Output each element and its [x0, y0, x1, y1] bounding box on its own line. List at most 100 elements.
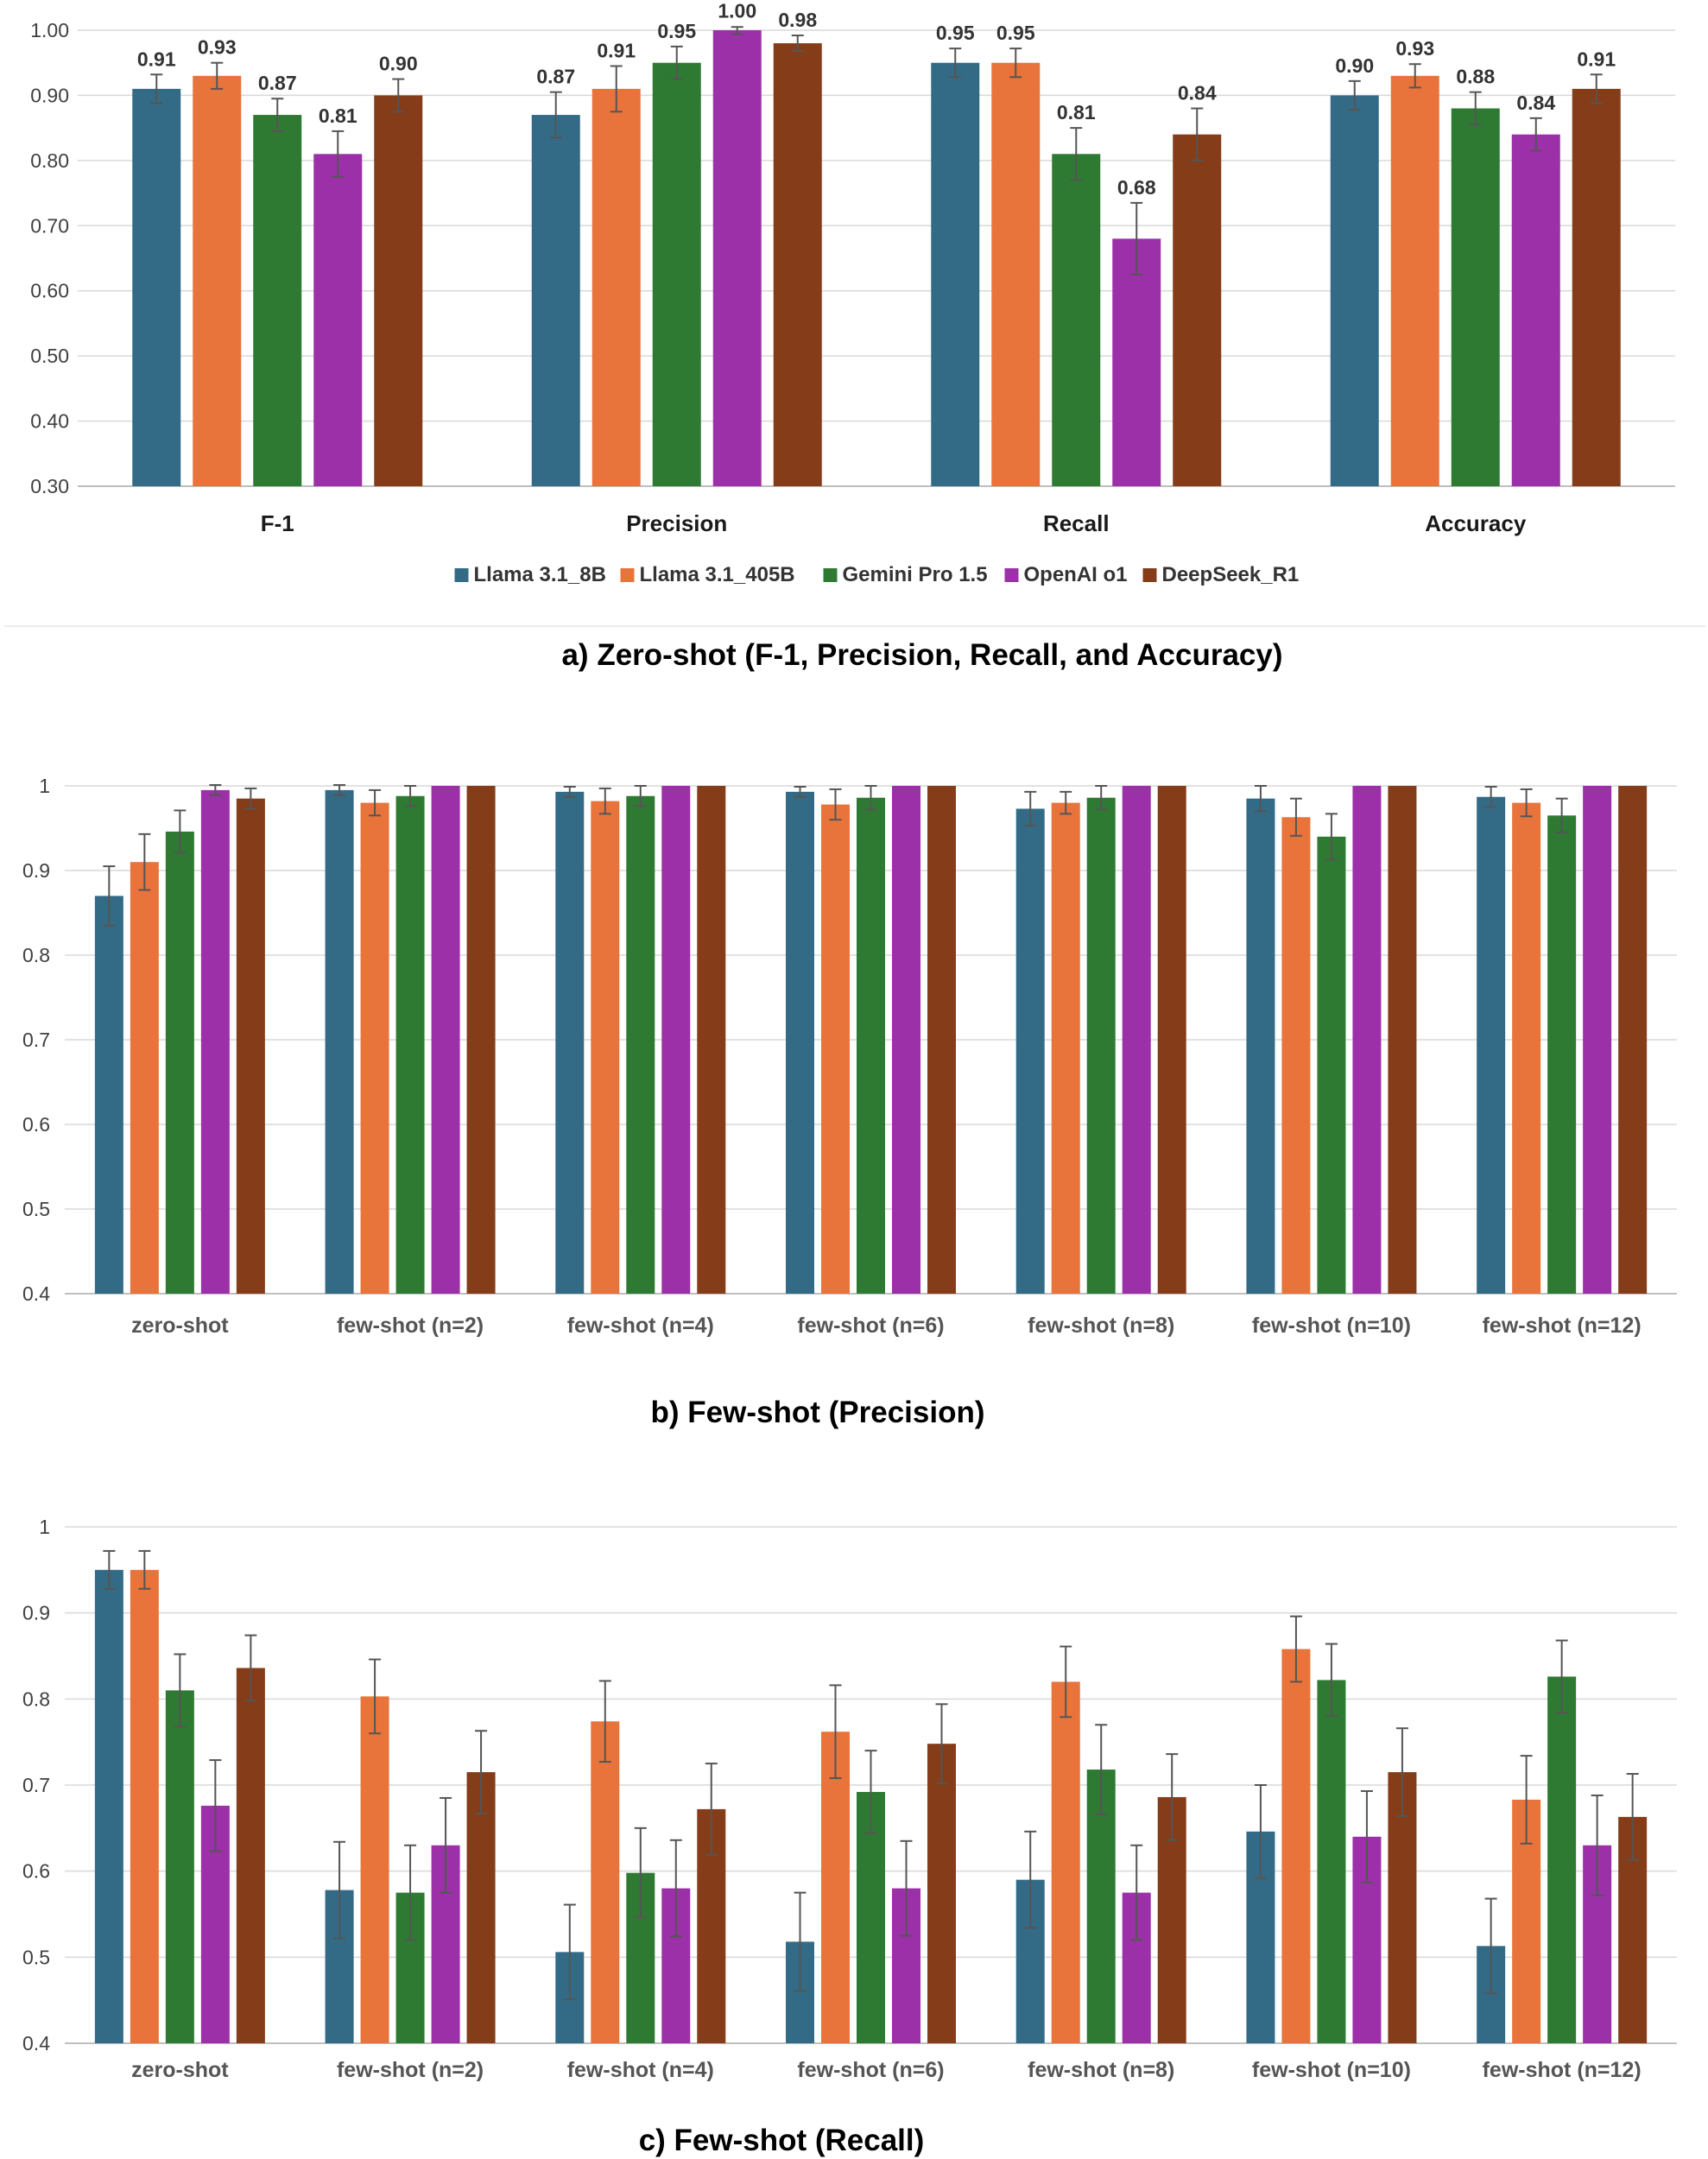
bar-deepseek-r1-precision	[773, 43, 822, 487]
data-label-llama-3-1-8b-precision: 0.87	[536, 66, 575, 88]
bar-deepseek-r1-few-shot-n-6	[927, 1744, 956, 2043]
bar-deepseek-r1-accuracy	[1572, 88, 1621, 486]
data-label-gemini-pro-1-5-precision: 0.95	[657, 20, 696, 42]
bar-gemini-pro-1-5-few-shot-n-8	[1086, 797, 1116, 1294]
y-tick-label: 1	[39, 775, 50, 797]
bar-llama-3-1-8b-few-shot-n-6	[786, 791, 814, 1294]
bar-gemini-pro-1-5-few-shot-n-2	[395, 795, 425, 1294]
data-label-llama-3-1-405b-recall: 0.95	[996, 22, 1035, 44]
bar-llama-3-1-405b-few-shot-n-6	[821, 1732, 850, 2043]
data-label-openai-o1-precision: 1.00	[718, 0, 756, 22]
bar-llama-3-1-8b-few-shot-n-8	[1015, 808, 1045, 1294]
data-label-llama-3-1-8b-f-1: 0.91	[137, 47, 176, 70]
x-category-label-few-shot-n-6: few-shot (n=6)	[797, 1314, 944, 1338]
x-category-label-few-shot-n-4: few-shot (n=4)	[567, 2058, 714, 2082]
bar-llama-3-1-405b-f-1	[193, 75, 242, 487]
y-tick-label: 0.90	[30, 84, 69, 106]
bar-llama-3-1-405b-few-shot-n-8	[1051, 1681, 1080, 2043]
bar-openai-o1-f-1	[313, 154, 363, 487]
caption-panel-c: c) Few-shot (Recall)	[639, 2124, 925, 2157]
legend-label-llama-3-1-8b: Llama 3.1_8B	[474, 563, 606, 586]
bar-gemini-pro-1-5-few-shot-n-12	[1547, 815, 1577, 1294]
bar-deepseek-r1-few-shot-n-2	[466, 786, 496, 1294]
bar-llama-3-1-8b-few-shot-n-2	[325, 789, 354, 1294]
bar-gemini-pro-1-5-accuracy	[1451, 108, 1500, 486]
bar-gemini-pro-1-5-recall	[1052, 154, 1101, 487]
y-tick-label: 0.5	[22, 1946, 50, 1968]
bar-openai-o1-few-shot-n-10	[1352, 786, 1382, 1294]
data-label-llama-3-1-8b-accuracy: 0.90	[1335, 54, 1374, 77]
bar-llama-3-1-405b-few-shot-n-6	[821, 804, 850, 1294]
x-category-label-zero-shot: zero-shot	[131, 2058, 229, 2082]
bar-openai-o1-precision	[712, 30, 762, 486]
data-label-gemini-pro-1-5-recall: 0.81	[1057, 101, 1096, 123]
data-label-openai-o1-recall: 0.68	[1117, 176, 1156, 199]
bar-openai-o1-few-shot-n-12	[1583, 786, 1612, 1294]
data-label-llama-3-1-8b-recall: 0.95	[936, 22, 975, 44]
bar-llama-3-1-405b-accuracy	[1390, 75, 1439, 487]
bar-deepseek-r1-recall	[1173, 134, 1222, 486]
y-tick-label: 0.70	[30, 214, 69, 237]
caption-panel-b: b) Few-shot (Precision)	[651, 1396, 985, 1429]
bar-llama-3-1-405b-recall	[991, 62, 1041, 486]
panel-few-shot-precision: 0.4 0.5 0.6 0.7 0.8 0.9 1 zero-shot few-shot (n=…	[22, 775, 1677, 1338]
x-category-label-few-shot-n-10: few-shot (n=10)	[1252, 2058, 1411, 2082]
bar-llama-3-1-405b-few-shot-n-10	[1281, 817, 1311, 1294]
bar-llama-3-1-8b-zero-shot	[94, 896, 123, 1294]
bar-deepseek-r1-few-shot-n-10	[1388, 1772, 1417, 2043]
bar-openai-o1-few-shot-n-8	[1122, 786, 1151, 1294]
data-label-deepseek-r1-f-1: 0.90	[379, 53, 418, 75]
bar-llama-3-1-405b-few-shot-n-12	[1512, 802, 1541, 1294]
panel-few-shot-recall: 0.4 0.5 0.6 0.7 0.8 0.9 1 zero-shot few-shot (n=…	[22, 1516, 1677, 2082]
y-tick-label: 0.6	[22, 1113, 50, 1136]
bar-deepseek-r1-few-shot-n-8	[1157, 786, 1186, 1294]
x-category-label-few-shot-n-12: few-shot (n=12)	[1483, 2058, 1642, 2082]
y-tick-label: 0.7	[22, 1029, 50, 1051]
legend-label-gemini-pro-1-5: Gemini Pro 1.5	[843, 563, 988, 586]
bar-llama-3-1-405b-zero-shot	[130, 862, 159, 1294]
legend-swatch-gemini-pro-1-5	[823, 568, 838, 582]
data-label-openai-o1-accuracy: 0.84	[1516, 92, 1555, 114]
x-category-label-precision: Precision	[626, 510, 727, 536]
x-category-label-recall: Recall	[1043, 510, 1110, 536]
bar-llama-3-1-8b-few-shot-n-4	[555, 791, 585, 1294]
y-tick-label: 0.5	[22, 1198, 50, 1220]
bar-gemini-pro-1-5-f-1	[253, 115, 302, 487]
x-category-label-few-shot-n-8: few-shot (n=8)	[1028, 2058, 1174, 2082]
y-tick-label: 0.6	[22, 1860, 50, 1883]
x-category-label-few-shot-n-10: few-shot (n=10)	[1252, 1314, 1411, 1338]
bar-openai-o1-accuracy	[1511, 134, 1560, 486]
y-tick-label: 0.40	[30, 410, 69, 433]
data-label-llama-3-1-405b-precision: 0.91	[597, 39, 636, 61]
y-tick-label: 0.8	[22, 1687, 50, 1710]
bar-gemini-pro-1-5-few-shot-n-12	[1547, 1676, 1577, 2043]
bar-gemini-pro-1-5-precision	[652, 62, 701, 486]
bar-openai-o1-recall	[1112, 238, 1161, 486]
bar-llama-3-1-405b-zero-shot	[130, 1569, 159, 2043]
bar-gemini-pro-1-5-few-shot-n-6	[857, 797, 885, 1294]
legend-swatch-openai-o1	[1004, 568, 1019, 582]
bar-deepseek-r1-zero-shot	[236, 1668, 265, 2043]
bar-openai-o1-few-shot-n-4	[661, 786, 691, 1294]
data-label-llama-3-1-405b-f-1: 0.93	[198, 36, 237, 59]
x-category-label-accuracy: Accuracy	[1425, 510, 1527, 536]
x-category-label-few-shot-n-8: few-shot (n=8)	[1028, 1314, 1174, 1338]
y-tick-label: 0.8	[22, 944, 50, 966]
bar-llama-3-1-405b-few-shot-n-2	[360, 802, 389, 1294]
bar-llama-3-1-405b-few-shot-n-4	[591, 801, 620, 1294]
legend-swatch-deepseek-r1	[1142, 568, 1157, 582]
bar-gemini-pro-1-5-zero-shot	[165, 1690, 194, 2043]
legend-swatch-llama-3-1-405b	[620, 568, 635, 582]
legend-label-openai-o1: OpenAI o1	[1024, 563, 1128, 586]
bar-gemini-pro-1-5-few-shot-n-4	[626, 795, 655, 1294]
bar-gemini-pro-1-5-few-shot-n-10	[1317, 1680, 1346, 2043]
bar-openai-o1-zero-shot	[200, 789, 230, 1294]
y-tick-label: 0.7	[22, 1774, 50, 1796]
bar-llama-3-1-405b-precision	[591, 88, 641, 486]
bar-llama-3-1-8b-few-shot-n-12	[1477, 796, 1506, 1294]
x-category-label-few-shot-n-2: few-shot (n=2)	[337, 2058, 484, 2082]
bar-deepseek-r1-few-shot-n-10	[1388, 786, 1417, 1294]
x-category-label-few-shot-n-6: few-shot (n=6)	[797, 2058, 944, 2082]
bar-llama-3-1-8b-precision	[531, 115, 580, 487]
